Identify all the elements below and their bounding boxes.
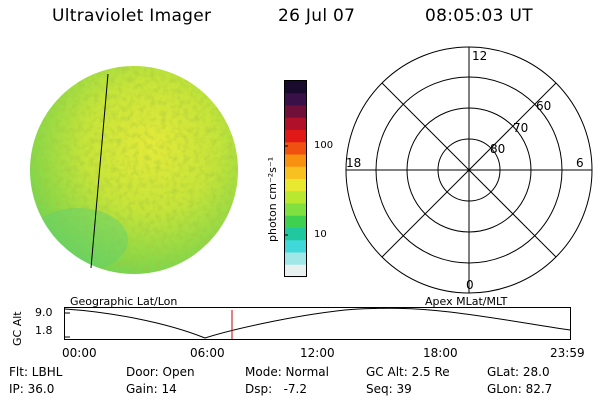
time-label: 08:05:03 UT: [425, 6, 533, 26]
colorbar-band: [285, 81, 306, 94]
mlat-label-70: 70: [513, 121, 528, 135]
colorbar-tick-label-100: 100: [314, 140, 334, 151]
colorbar-band: [285, 179, 306, 192]
dark-region: [30, 208, 128, 272]
terminator-line: [90, 73, 109, 269]
date-label: 26 Jul 07: [278, 6, 356, 26]
timeline-y-tick-min: 1.8: [35, 324, 53, 337]
timeline-x-tick-2359: 23:59: [550, 346, 585, 360]
info-ip: IP: 36.0: [9, 382, 55, 396]
mlat-label-60: 60: [536, 99, 551, 113]
timeline-x-tick-0000: 00:00: [62, 346, 97, 360]
colorbar-tick-label-10: 10: [314, 229, 327, 240]
colorbar-band: [285, 264, 306, 278]
info-glat: GLat: 28.0: [487, 365, 550, 379]
mlt-label-18: 18: [346, 156, 361, 170]
apex-panel-label: Apex MLat/MLT: [425, 295, 508, 308]
info-filter: Flt: LBHL: [9, 365, 63, 379]
altitude-timeline: [64, 307, 571, 340]
info-dsp: Dsp: -7.2: [245, 382, 308, 396]
timeline-x-tick-1200: 12:00: [300, 346, 335, 360]
colorbar-band: [285, 142, 306, 156]
info-door: Door: Open: [126, 365, 195, 379]
colorbar-band: [285, 117, 306, 131]
colorbar-unit-label: photon cm⁻²s⁻¹: [266, 156, 279, 242]
colorbar-band: [285, 240, 306, 254]
info-mode: Mode: Normal: [245, 365, 329, 379]
colorbar-band: [285, 130, 306, 143]
timeline-x-tick-1800: 18:00: [423, 346, 458, 360]
timeline-y-tick-max: 9.0: [35, 306, 53, 319]
info-glon: GLon: 82.7: [487, 382, 553, 396]
info-seq: Seq: 39: [366, 382, 412, 396]
mlt-line-diag-2: [381, 82, 557, 258]
info-gain: Gain: 14: [126, 382, 177, 396]
geographic-panel-label: Geographic Lat/Lon: [70, 295, 178, 308]
colorbar-band: [285, 93, 306, 107]
instrument-title: Ultraviolet Imager: [52, 6, 212, 26]
colorbar-band: [285, 154, 306, 168]
colorbar-band: [285, 215, 306, 229]
mlt-label-6: 6: [576, 156, 584, 170]
colorbar-band: [285, 105, 306, 119]
mlat-label-80: 80: [490, 142, 505, 156]
info-gc-alt: GC Alt: 2.5 Re: [366, 365, 450, 379]
colorbar-band: [285, 203, 306, 217]
colorbar-band: [285, 228, 306, 241]
timeline-x-tick-0600: 06:00: [190, 346, 225, 360]
polar-plot: 12 18 6 0 60 70 80: [345, 46, 593, 294]
mlt-label-0: 0: [466, 278, 474, 292]
colorbar-band: [285, 166, 306, 180]
timeline-frame: [64, 307, 571, 340]
mlt-label-12: 12: [472, 49, 487, 63]
colorbar: [284, 80, 307, 278]
colorbar-band: [285, 191, 306, 205]
colorbar-frame: [284, 80, 307, 277]
colorbar-band: [285, 252, 306, 266]
altitude-curve: [64, 307, 571, 339]
